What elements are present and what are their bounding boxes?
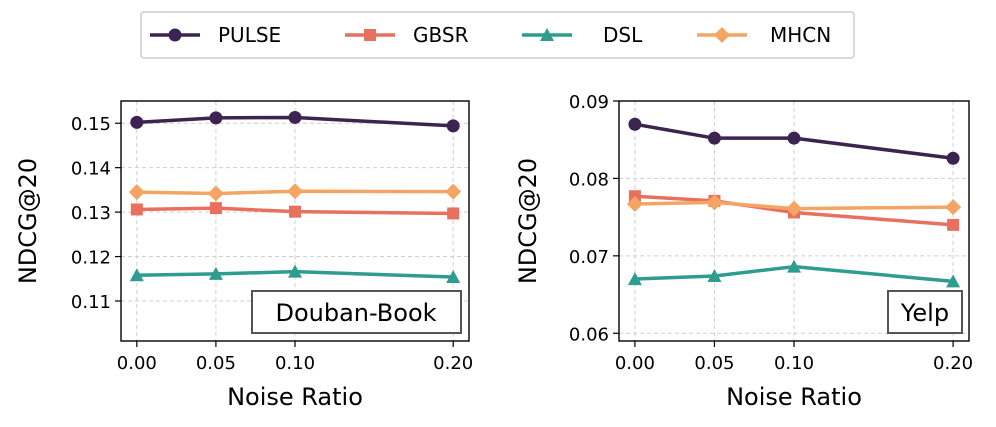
legend-label-mhcn: MHCN bbox=[770, 23, 831, 47]
x-axis-title: Noise Ratio bbox=[726, 383, 862, 411]
series-line-dsl bbox=[634, 264, 954, 284]
legend: PULSE GBSR DSL MHCN bbox=[140, 11, 855, 59]
y-tick-label: 0.11 bbox=[71, 292, 111, 313]
y-tick-label: 0.12 bbox=[71, 248, 111, 269]
y-tick-label: 0.07 bbox=[569, 247, 609, 268]
y-tick-label: 0.08 bbox=[569, 169, 609, 190]
data-point-mhcn bbox=[445, 183, 462, 200]
x-tick-label: 0.05 bbox=[196, 353, 236, 374]
data-point-dsl bbox=[946, 274, 961, 288]
legend-entry-dsl: DSL bbox=[522, 23, 643, 47]
data-point-gbsr bbox=[209, 202, 222, 215]
y-tick-label: 0.13 bbox=[71, 203, 111, 224]
data-point-pulse bbox=[787, 131, 801, 145]
data-point-pulse bbox=[707, 131, 721, 145]
legend-marker-gbsr bbox=[364, 29, 376, 41]
y-tick-label: 0.09 bbox=[569, 92, 609, 113]
legend-entry-pulse: PULSE bbox=[150, 23, 281, 47]
panel-label-box: Douban-Book bbox=[251, 290, 462, 334]
data-point-dsl bbox=[446, 270, 461, 283]
data-point-mhcn bbox=[207, 185, 224, 202]
legend-label-dsl: DSL bbox=[603, 23, 643, 47]
x-tick-label: 0.00 bbox=[117, 353, 157, 374]
series-line-mhcn bbox=[136, 189, 454, 196]
legend-marker-pulse bbox=[168, 28, 182, 42]
series-layer bbox=[128, 110, 462, 283]
data-point-gbsr bbox=[289, 205, 301, 218]
data-point-mhcn bbox=[706, 194, 723, 211]
legend-label-pulse: PULSE bbox=[218, 23, 281, 47]
data-point-mhcn bbox=[786, 200, 802, 217]
data-point-pulse bbox=[628, 117, 642, 131]
x-tick-label: 0.20 bbox=[933, 353, 973, 374]
legend-marker-mhcn bbox=[714, 27, 730, 43]
data-point-dsl bbox=[787, 259, 801, 273]
chart-douban-book: 0.11 0.12 0.13 0.14 0.15 0.00 0.05 0.10 0.20 Dou… bbox=[14, 100, 473, 411]
panel-label: Yelp bbox=[900, 299, 949, 327]
ticks: 0.11 0.12 0.13 0.14 0.15 0.00 0.05 0.10 0.20 bbox=[71, 114, 473, 374]
data-point-pulse bbox=[288, 110, 302, 124]
data-point-pulse bbox=[446, 119, 460, 133]
data-point-dsl bbox=[707, 268, 722, 282]
data-point-gbsr bbox=[447, 207, 460, 220]
data-point-gbsr bbox=[130, 203, 143, 216]
data-point-dsl bbox=[288, 264, 302, 278]
data-point-mhcn bbox=[945, 199, 962, 216]
x-tick-label: 0.05 bbox=[694, 353, 734, 374]
legend-frame bbox=[140, 11, 855, 59]
data-point-dsl bbox=[129, 268, 144, 282]
y-axis-title: NDCG@20 bbox=[14, 158, 42, 284]
x-tick-label: 0.20 bbox=[433, 353, 473, 374]
data-point-dsl bbox=[627, 272, 642, 286]
series-line-dsl bbox=[136, 269, 454, 279]
series-layer bbox=[626, 117, 962, 288]
data-point-mhcn bbox=[287, 183, 303, 200]
panel-label-frame bbox=[887, 290, 963, 334]
series-line-pulse bbox=[634, 122, 954, 161]
y-tick-label: 0.06 bbox=[569, 324, 609, 345]
x-tick-label: 0.10 bbox=[774, 353, 814, 374]
data-point-gbsr bbox=[947, 218, 960, 231]
series-line-gbsr bbox=[136, 206, 454, 216]
data-point-dsl bbox=[208, 266, 223, 280]
ticks: 0.06 0.07 0.08 0.09 0.00 0.05 0.10 0.20 bbox=[569, 92, 973, 374]
panel-label: Douban-Book bbox=[275, 299, 436, 327]
chart-yelp: 0.06 0.07 0.08 0.09 0.00 0.05 0.10 0.20 Yelp No… bbox=[514, 92, 973, 411]
y-tick-label: 0.15 bbox=[71, 114, 111, 135]
series-line-pulse bbox=[136, 115, 454, 128]
data-point-pulse bbox=[130, 115, 144, 129]
series-line-mhcn bbox=[634, 200, 954, 211]
data-point-mhcn bbox=[128, 184, 145, 201]
panel-label-frame bbox=[251, 290, 462, 334]
legend-label-gbsr: GBSR bbox=[413, 23, 469, 47]
x-tick-label: 0.10 bbox=[275, 353, 315, 374]
x-axis-title: Noise Ratio bbox=[227, 383, 363, 411]
x-tick-label: 0.00 bbox=[615, 353, 655, 374]
y-axis-title: NDCG@20 bbox=[514, 158, 542, 284]
legend-entry-mhcn: MHCN bbox=[697, 23, 831, 47]
data-point-mhcn bbox=[626, 195, 643, 212]
data-point-pulse bbox=[946, 151, 960, 165]
data-point-pulse bbox=[209, 111, 223, 125]
y-tick-label: 0.14 bbox=[71, 159, 111, 180]
legend-marker-dsl bbox=[540, 28, 554, 41]
legend-entry-gbsr: GBSR bbox=[345, 23, 469, 47]
panel-label-box: Yelp bbox=[887, 290, 963, 334]
